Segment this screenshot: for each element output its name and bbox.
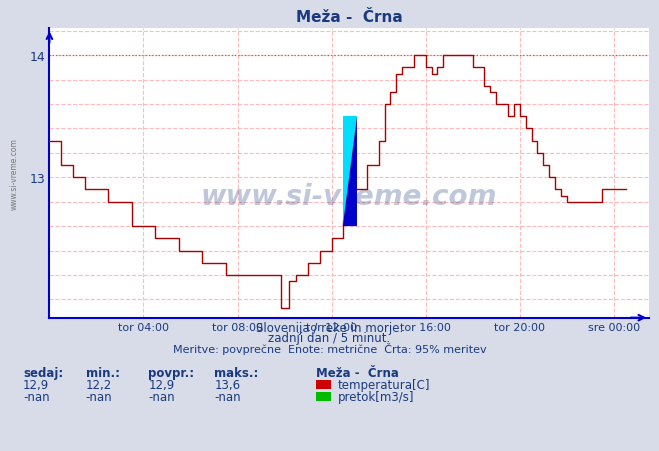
Text: -nan: -nan [86,390,112,403]
Polygon shape [343,117,357,226]
Title: Meža -  Črna: Meža - Črna [296,10,403,25]
Text: pretok[m3/s]: pretok[m3/s] [337,390,414,403]
Text: temperatura[C]: temperatura[C] [337,378,430,391]
Text: povpr.:: povpr.: [148,367,194,380]
Text: Meža -  Črna: Meža - Črna [316,367,399,380]
Text: zadnji dan / 5 minut.: zadnji dan / 5 minut. [268,331,391,345]
Polygon shape [343,117,357,226]
Text: -nan: -nan [23,390,49,403]
Text: Meritve: povprečne  Enote: metrične  Črta: 95% meritev: Meritve: povprečne Enote: metrične Črta:… [173,342,486,354]
Text: -nan: -nan [148,390,175,403]
Text: 12,2: 12,2 [86,378,112,391]
Text: www.si-vreme.com: www.si-vreme.com [10,138,19,210]
Text: 12,9: 12,9 [148,378,175,391]
Text: maks.:: maks.: [214,367,258,380]
Text: -nan: -nan [214,390,241,403]
Text: 13,6: 13,6 [214,378,241,391]
Text: www.si-vreme.com: www.si-vreme.com [201,183,498,211]
Text: sedaj:: sedaj: [23,367,63,380]
Text: Slovenija / reke in morje.: Slovenija / reke in morje. [256,322,403,335]
Text: min.:: min.: [86,367,120,380]
Text: 12,9: 12,9 [23,378,49,391]
Bar [343,117,357,226]
